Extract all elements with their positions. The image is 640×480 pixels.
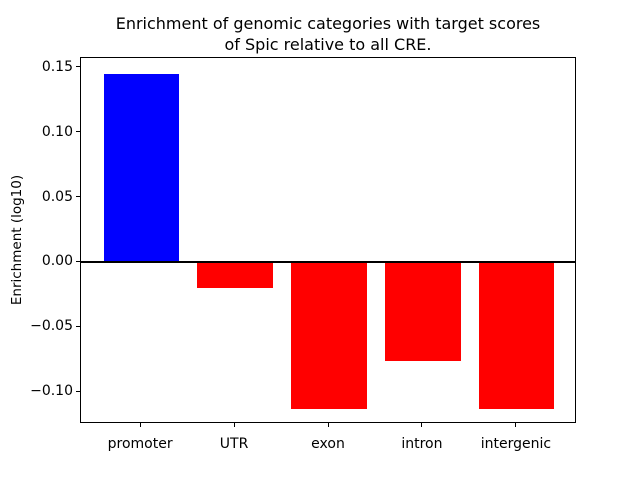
bar-exon [291,262,367,410]
y-tick-label: −0.10 [30,383,73,400]
y-tick-label: 0.15 [41,58,73,75]
bar-UTR [197,262,273,289]
bar-intron [385,262,461,362]
bar-intergenic [479,262,555,410]
bars-layer [81,58,575,422]
x-tick-label-intergenic: intergenic [480,436,552,452]
x-tick-label-promoter: promoter [107,436,173,452]
x-tick-label-UTR: UTR [219,436,249,452]
x-tick-mark [139,423,141,427]
plot-area [80,57,576,423]
y-tick-label: −0.05 [30,318,73,335]
zero-baseline [81,261,575,264]
chart-title: Enrichment of genomic categories with ta… [115,14,541,54]
x-tick-mark [421,423,423,427]
x-tick-label-intron: intron [401,436,443,452]
bar-promoter [103,74,179,263]
y-tick-label: 0.10 [41,123,73,140]
x-tick-mark [515,423,517,427]
y-axis-label: Enrichment (log10) [9,174,25,306]
x-tick-label-exon: exon [311,436,345,452]
x-tick-mark [233,423,235,427]
x-tick-mark [327,423,329,427]
